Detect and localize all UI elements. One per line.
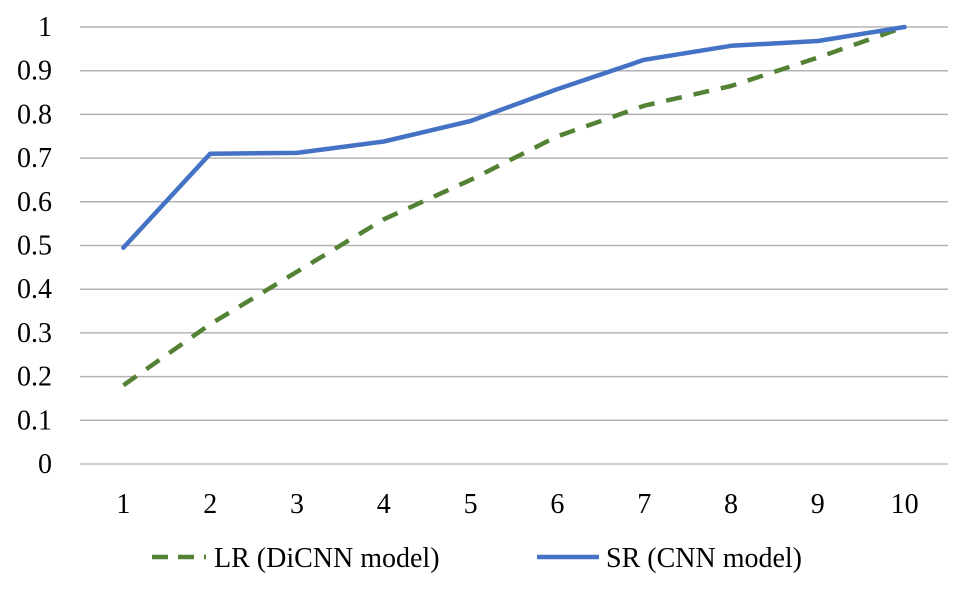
legend: LR (DiCNN model) SR (CNN model) <box>152 543 802 574</box>
series-line-sr <box>121 24 907 250</box>
y-tick-label: 0.4 <box>17 274 52 305</box>
y-tick-label: 1 <box>38 12 52 43</box>
series-line-lr <box>122 24 906 388</box>
gridlines <box>80 26 948 465</box>
x-tick-label: 2 <box>203 489 217 520</box>
y-tick-label: 0.6 <box>17 187 52 218</box>
x-tick-label: 1 <box>116 489 130 520</box>
series-lines <box>121 24 907 388</box>
y-tick-label: 0.5 <box>17 231 52 262</box>
x-axis-tick-labels: 1 2 3 4 5 6 7 8 9 10 <box>116 489 918 520</box>
y-tick-label: 0.1 <box>17 405 52 436</box>
x-tick-label: 3 <box>290 489 304 520</box>
x-tick-label: 8 <box>724 489 738 520</box>
x-tick-label: 4 <box>377 489 391 520</box>
x-tick-label: 6 <box>550 489 564 520</box>
y-tick-label: 0 <box>38 449 52 480</box>
y-tick-label: 0.8 <box>17 99 52 130</box>
x-tick-label: 5 <box>464 489 478 520</box>
x-tick-label: 7 <box>637 489 651 520</box>
y-axis-tick-labels: 0 0.1 0.2 0.3 0.4 0.5 0.6 0.7 0.8 0.9 1 <box>17 12 52 480</box>
y-tick-label: 0.7 <box>17 143 52 174</box>
y-tick-label: 0.9 <box>17 56 52 87</box>
x-tick-label: 10 <box>891 489 919 520</box>
legend-label: LR (DiCNN model) <box>214 543 440 574</box>
legend-label: SR (CNN model) <box>606 543 802 574</box>
y-tick-label: 0.3 <box>17 318 52 349</box>
y-tick-label: 0.2 <box>17 362 52 393</box>
x-tick-label: 9 <box>811 489 825 520</box>
